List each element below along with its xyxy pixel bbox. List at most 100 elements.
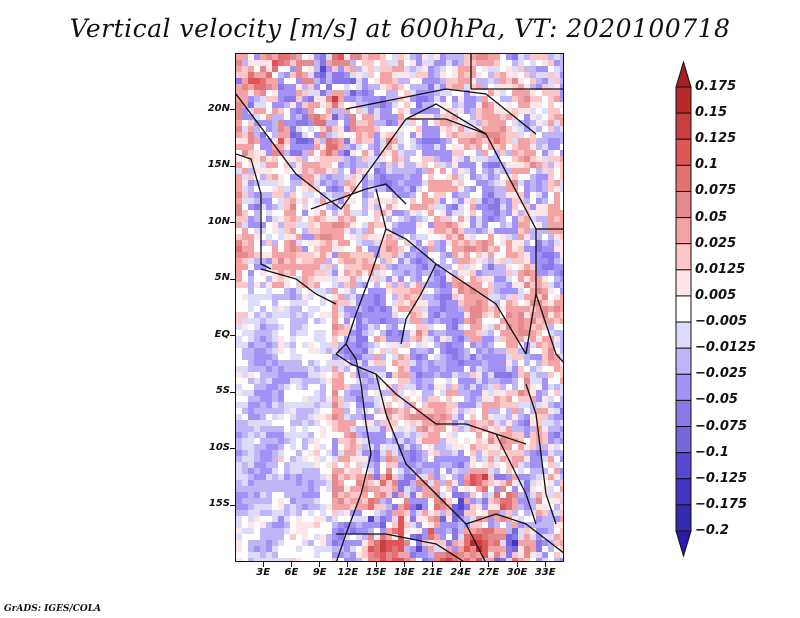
field-cell bbox=[266, 186, 272, 192]
field-cell bbox=[488, 342, 494, 348]
field-cell bbox=[560, 330, 563, 336]
field-cell bbox=[296, 180, 302, 186]
field-cell bbox=[344, 132, 350, 138]
field-cell bbox=[500, 204, 506, 210]
field-cell bbox=[524, 66, 530, 72]
field-cell bbox=[236, 162, 242, 168]
field-cell bbox=[524, 546, 530, 552]
field-cell bbox=[242, 336, 248, 342]
field-cell bbox=[536, 420, 542, 426]
field-cell bbox=[278, 456, 284, 462]
field-cell bbox=[254, 492, 260, 498]
field-cell bbox=[488, 288, 494, 294]
field-cell bbox=[284, 468, 290, 474]
field-cell bbox=[314, 366, 320, 372]
field-cell bbox=[548, 180, 554, 186]
field-cell bbox=[434, 438, 440, 444]
field-cell bbox=[488, 492, 494, 498]
field-cell bbox=[248, 150, 254, 156]
field-cell bbox=[284, 402, 290, 408]
field-cell bbox=[560, 408, 563, 414]
field-cell bbox=[398, 180, 404, 186]
field-cell bbox=[512, 498, 518, 504]
field-cell bbox=[260, 486, 266, 492]
field-cell bbox=[326, 558, 332, 561]
field-cell bbox=[434, 252, 440, 258]
field-cell bbox=[440, 468, 446, 474]
field-cell bbox=[242, 480, 248, 486]
field-cell bbox=[332, 258, 338, 264]
field-cell bbox=[254, 276, 260, 282]
field-cell bbox=[278, 294, 284, 300]
field-cell bbox=[314, 258, 320, 264]
field-cell bbox=[548, 150, 554, 156]
field-cell bbox=[518, 312, 524, 318]
field-cell bbox=[530, 522, 536, 528]
field-cell bbox=[260, 162, 266, 168]
field-cell bbox=[482, 552, 488, 558]
field-cell bbox=[314, 402, 320, 408]
field-cell bbox=[512, 558, 518, 561]
field-cell bbox=[332, 84, 338, 90]
field-cell bbox=[248, 186, 254, 192]
field-cell bbox=[302, 426, 308, 432]
field-cell bbox=[278, 264, 284, 270]
field-cell bbox=[266, 492, 272, 498]
field-cell bbox=[422, 162, 428, 168]
field-cell bbox=[434, 504, 440, 510]
field-cell bbox=[506, 336, 512, 342]
field-cell bbox=[404, 456, 410, 462]
field-cell bbox=[506, 402, 512, 408]
field-cell bbox=[254, 498, 260, 504]
field-cell bbox=[452, 522, 458, 528]
field-cell bbox=[404, 378, 410, 384]
field-cell bbox=[488, 294, 494, 300]
field-cell bbox=[302, 162, 308, 168]
lon-tick bbox=[347, 562, 349, 567]
field-cell bbox=[542, 234, 548, 240]
field-cell bbox=[458, 84, 464, 90]
field-cell bbox=[314, 336, 320, 342]
field-cell bbox=[374, 114, 380, 120]
field-cell bbox=[542, 240, 548, 246]
field-cell bbox=[320, 330, 326, 336]
field-cell bbox=[554, 270, 560, 276]
field-cell bbox=[362, 426, 368, 432]
field-cell bbox=[452, 336, 458, 342]
field-cell bbox=[542, 54, 548, 60]
field-cell bbox=[560, 450, 563, 456]
field-cell bbox=[338, 54, 344, 60]
field-cell bbox=[296, 372, 302, 378]
field-cell bbox=[326, 438, 332, 444]
field-cell bbox=[416, 360, 422, 366]
field-cell bbox=[548, 498, 554, 504]
field-cell bbox=[260, 390, 266, 396]
field-cell bbox=[428, 162, 434, 168]
field-cell bbox=[266, 198, 272, 204]
field-cell bbox=[440, 282, 446, 288]
field-cell bbox=[320, 384, 326, 390]
field-cell bbox=[392, 126, 398, 132]
field-cell bbox=[350, 348, 356, 354]
field-cell bbox=[494, 84, 500, 90]
field-cell bbox=[392, 288, 398, 294]
field-cell bbox=[440, 204, 446, 210]
field-cell bbox=[410, 540, 416, 546]
field-cell bbox=[296, 456, 302, 462]
field-cell bbox=[482, 120, 488, 126]
field-cell bbox=[260, 330, 266, 336]
field-cell bbox=[518, 372, 524, 378]
field-cell bbox=[500, 390, 506, 396]
field-cell bbox=[554, 84, 560, 90]
field-cell bbox=[404, 132, 410, 138]
field-cell bbox=[338, 342, 344, 348]
field-cell bbox=[284, 102, 290, 108]
field-cell bbox=[512, 360, 518, 366]
field-cell bbox=[500, 78, 506, 84]
field-cell bbox=[494, 72, 500, 78]
field-cell bbox=[266, 282, 272, 288]
field-cell bbox=[248, 210, 254, 216]
field-cell bbox=[236, 270, 242, 276]
field-cell bbox=[506, 354, 512, 360]
field-cell bbox=[428, 378, 434, 384]
